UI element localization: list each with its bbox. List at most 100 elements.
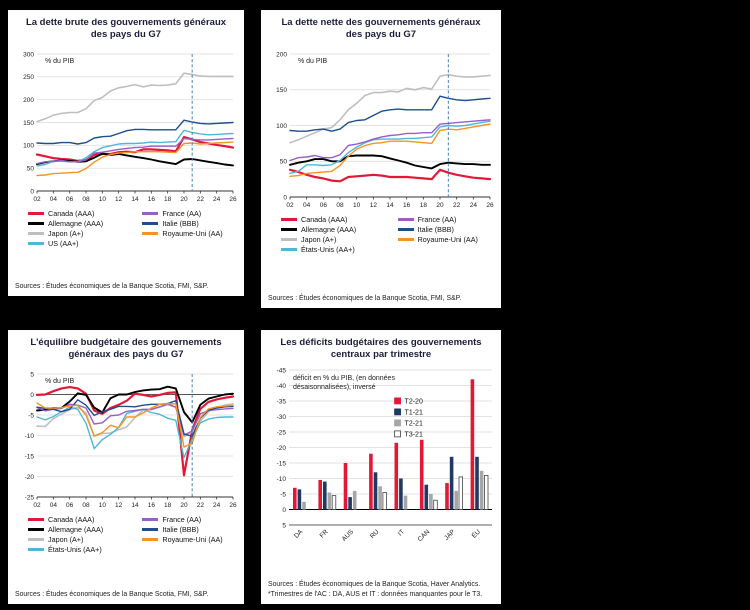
x-tick-label: 08 <box>82 502 90 509</box>
x-tick-label: 06 <box>66 196 74 203</box>
y-tick-label: -25 <box>277 429 287 436</box>
y-tick-label: -20 <box>25 474 35 481</box>
legend-item: Allemagne (AAA) <box>281 225 398 234</box>
bar-T2-21-FR <box>327 492 332 510</box>
legend-label: États-Unis (AA+) <box>48 544 102 554</box>
x-tick-label: ÉU <box>469 527 482 540</box>
legend-label: Canada (AAA) <box>48 208 95 218</box>
legend-swatch <box>28 231 44 235</box>
panel-quarterly-deficits: Les déficits budgétaires des gouvernemen… <box>261 330 501 604</box>
y-tick-label: 50 <box>27 165 35 172</box>
bar-T3-21-RU <box>382 491 387 510</box>
legend-item: Canada (AAA) <box>28 515 142 524</box>
x-tick-label: 24 <box>213 196 221 203</box>
x-tick-label: 16 <box>403 202 411 209</box>
y-tick-label: -15 <box>277 460 287 467</box>
bar-T2-21-ÉU <box>479 470 484 510</box>
y-tick-label: 5 <box>30 371 34 378</box>
legend-swatch <box>281 237 297 241</box>
x-tick-label: 04 <box>303 202 311 209</box>
legend-swatch <box>28 241 44 245</box>
legend-label: Royaume-Uni (AA) <box>417 234 478 244</box>
sources-note-quarterly-deficits: Sources : Études économiques de la Banqu… <box>268 580 481 588</box>
x-tick-label: 22 <box>197 196 205 203</box>
legend-label: Japon (A+) <box>48 534 84 544</box>
x-tick-label: DA <box>293 528 305 540</box>
x-tick-label: 18 <box>164 196 172 203</box>
y-tick-label: 150 <box>276 87 287 94</box>
y-tick-label: -45 <box>277 367 287 374</box>
legend-item: Japon (A+) <box>28 229 142 238</box>
x-tick-label: 08 <box>82 196 90 203</box>
x-tick-label: 20 <box>436 202 444 209</box>
chart-title-gross-debt: La dette brute des gouvernements générau… <box>25 17 227 40</box>
bar-T2-21-IT <box>403 495 408 510</box>
x-tick-label: 02 <box>33 502 41 509</box>
y-tick-label: 5 <box>282 522 286 529</box>
legend-swatch <box>397 217 414 221</box>
series-line-États-Unis (AA+) <box>36 406 234 459</box>
x-tick-label: 24 <box>213 502 221 509</box>
legend-swatch <box>28 537 44 541</box>
bar-T2-20-ÉU <box>470 379 475 510</box>
legend-item: Royaume-Uni (AA) <box>142 535 236 544</box>
legend-item: France (AA) <box>142 515 236 524</box>
legend-swatch <box>281 247 297 251</box>
chart-title-net-debt: La dette nette des gouvernements générau… <box>281 17 481 40</box>
legend-item: Canada (AAA) <box>281 215 398 224</box>
series-line-Royaume-Uni (AA) <box>289 123 491 177</box>
sources-note-net-debt: Sources : Études économiques de la Banqu… <box>268 295 462 303</box>
series-line-Allemagne (AAA) <box>289 154 491 170</box>
x-tick-label: 20 <box>180 502 188 509</box>
legend-swatch <box>142 537 159 541</box>
panel-budget-balance: L'équilibre budgétaire des gouvernements… <box>8 330 244 604</box>
legend-label: États-Unis (AA+) <box>301 244 355 254</box>
y-tick-label: 100 <box>23 142 34 149</box>
legend-item: France (AA) <box>142 209 236 218</box>
legend-swatch-T3-21 <box>394 430 401 438</box>
net-debt-chart: 0 50 100 150 200 02 04 06 08 10 12 14 16 18 20 22 24 26 % … <box>276 51 494 209</box>
legend-swatch <box>142 211 159 215</box>
legend-item: Italie (BBB) <box>142 525 236 534</box>
legend-label: Japon (A+) <box>48 228 84 238</box>
series-line-France (AA) <box>36 137 234 165</box>
legend-label: Canada (AAA) <box>301 214 348 224</box>
y-tick-label: -10 <box>277 476 287 483</box>
x-tick-label: IT <box>397 528 406 537</box>
series-line-France (AA) <box>36 402 234 436</box>
bar-T2-20-DA <box>293 487 297 510</box>
y-tick-label: -5 <box>28 412 34 419</box>
legend-swatch <box>397 227 414 231</box>
legend-swatch <box>397 237 414 241</box>
bar-T2-21-AUS <box>352 490 357 510</box>
y-tick-label: 250 <box>23 74 34 81</box>
bar-T2-21-RU <box>378 486 382 510</box>
bar-T2-21-CAN <box>429 493 433 510</box>
budget-balance-legend: Canada (AAA) France (AA) Allemagne (AAA) It… <box>12 511 240 556</box>
legend-item: US (AA+) <box>28 239 142 248</box>
gross-debt-legend: Canada (AAA) France (AA) Allemagne (AAA) It… <box>12 205 240 250</box>
x-tick-label: 12 <box>115 502 123 509</box>
y-tick-label: 0 <box>282 507 286 514</box>
series-line-Allemagne (AAA) <box>36 152 234 167</box>
y-tick-label: -5 <box>280 491 286 498</box>
legend-item: Royaume-Uni (AA) <box>397 234 493 244</box>
legend-label: Italie (BBB) <box>417 224 454 234</box>
legend-swatch-T2-20 <box>394 397 401 405</box>
series-line-France (AA) <box>289 118 491 161</box>
y-tick-label: -10 <box>25 433 35 440</box>
y-tick-label: 50 <box>280 158 288 165</box>
x-tick-label: AUS <box>341 528 356 543</box>
y-tick-label: -40 <box>277 383 287 390</box>
legend-label-T1-21: T1-21 <box>405 409 423 416</box>
x-tick-label: 18 <box>420 202 428 209</box>
y-tick-label: -20 <box>277 445 287 452</box>
quarterly-deficits-footer: Sources : Études économiques de la Banqu… <box>265 579 497 600</box>
x-tick-label: 12 <box>115 196 123 203</box>
x-tick-label: 12 <box>370 202 378 209</box>
series-line-États-Unis (AA+) <box>289 120 491 174</box>
legend-swatch <box>28 211 44 215</box>
legend-item: Allemagne (AAA) <box>28 525 142 534</box>
sources-note-budget-balance: Sources : Études économiques de la Banqu… <box>15 591 209 599</box>
legend-item: États-Unis (AA+) <box>28 545 142 554</box>
